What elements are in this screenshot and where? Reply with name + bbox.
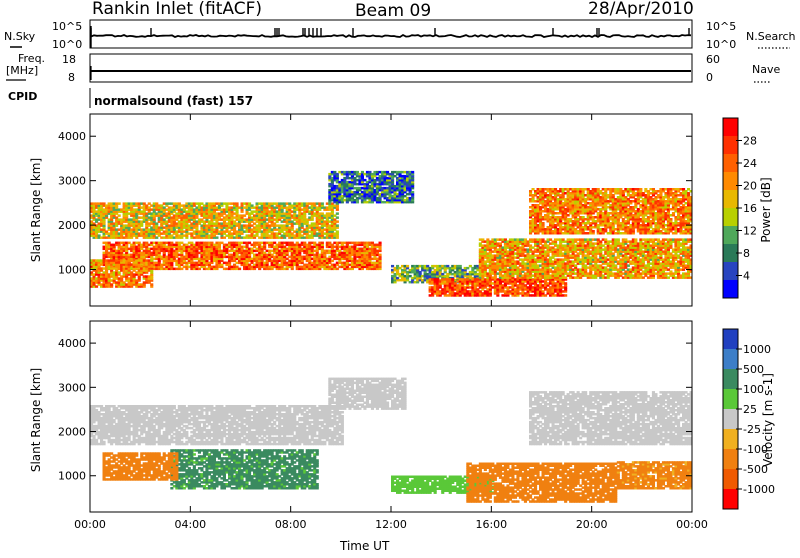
echo-cell xyxy=(150,265,153,268)
date-title: 28/Apr/2010 xyxy=(588,0,694,19)
power-heatmap xyxy=(90,171,693,297)
nsearch-tick-bottom: 10^0 xyxy=(706,38,736,51)
freq-strip: Freq. [MHz] 18 8 60 0 Nave xyxy=(6,52,780,84)
nsky-label: N.Sky xyxy=(4,30,36,43)
beam-title: Beam 09 xyxy=(355,1,431,21)
echo-cell xyxy=(215,236,218,239)
echo-cell xyxy=(379,242,382,245)
echo-cell xyxy=(336,230,339,233)
cpid-label: CPID xyxy=(8,90,37,103)
echo-cell xyxy=(336,212,339,215)
echo-cell xyxy=(459,265,462,268)
echo-cell xyxy=(236,202,239,205)
nsky-tick-bottom: 10^0 xyxy=(52,38,82,51)
nsky-trace xyxy=(91,26,691,48)
nsky-line xyxy=(91,35,691,37)
freq-tick-top: 18 xyxy=(62,53,76,66)
echo-cell xyxy=(336,216,339,219)
station-title: Rankin Inlet (fitACF) xyxy=(92,0,262,19)
echo-cell xyxy=(564,282,567,285)
cpid-value: normalsound (fast) 157 xyxy=(94,94,253,108)
nsky-strip: N.Sky 10^5 10^0 10^5 10^0 N.Search xyxy=(4,20,796,51)
echo-cell xyxy=(321,242,324,245)
nave-label: Nave xyxy=(752,63,780,76)
echo-cell xyxy=(451,278,454,281)
echo-cell xyxy=(118,202,121,205)
freq-unit: [MHz] xyxy=(6,64,38,77)
echo-cell xyxy=(150,259,153,262)
nsearch-label: N.Search xyxy=(746,30,796,43)
freq-tick-bottom: 8 xyxy=(68,71,75,84)
echo-cell xyxy=(321,202,324,205)
echo-cell xyxy=(238,268,241,271)
echo-cell xyxy=(406,265,409,268)
echo-cell xyxy=(411,171,414,174)
echo-cell xyxy=(379,254,382,257)
echo-cell xyxy=(118,214,121,217)
echo-cell xyxy=(150,283,153,286)
echo-cell xyxy=(336,224,339,227)
echo-cell xyxy=(336,220,339,223)
nsky-tick-top: 10^5 xyxy=(52,20,82,33)
echo-cell xyxy=(564,294,567,297)
nave-tick-bottom: 0 xyxy=(706,71,713,84)
echo-cell xyxy=(411,191,414,194)
cpid-strip: CPID normalsound (fast) 157 xyxy=(8,88,253,108)
nave-tick-top: 60 xyxy=(706,53,720,66)
nsearch-tick-top: 10^5 xyxy=(706,20,736,33)
